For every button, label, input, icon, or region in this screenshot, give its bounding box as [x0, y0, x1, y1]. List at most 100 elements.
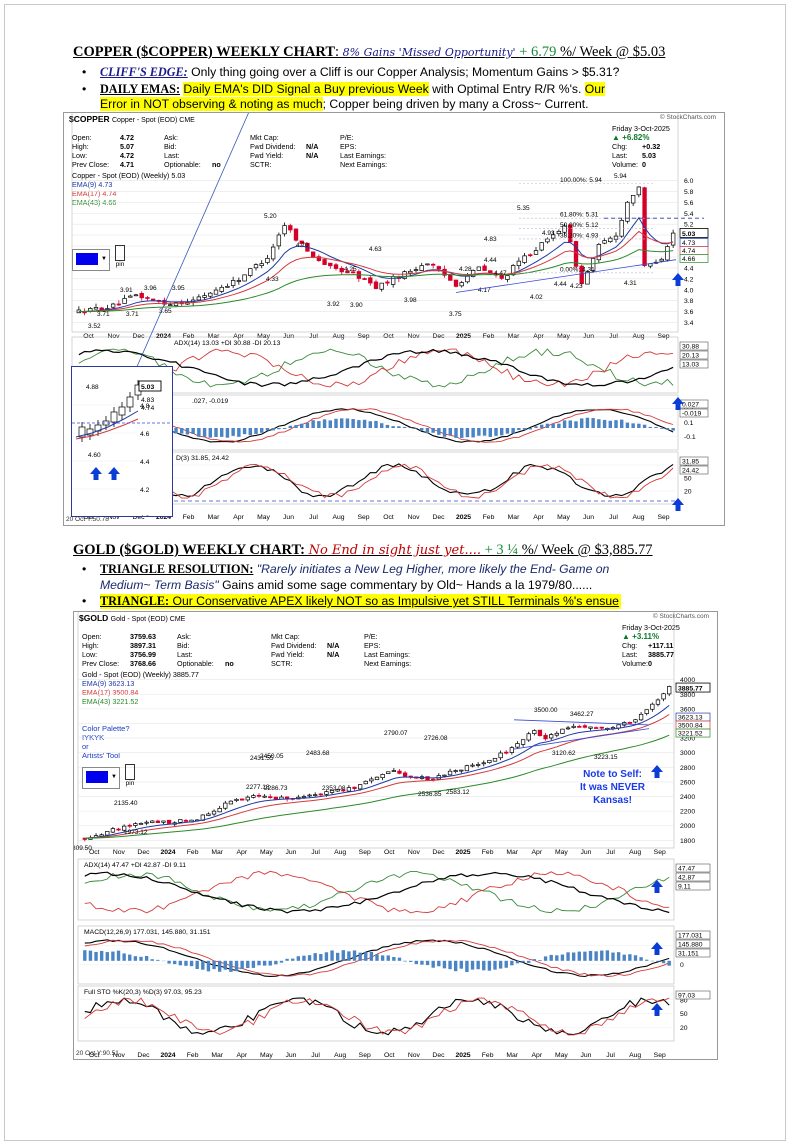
- inset-ema-tag-label: 4.74: [141, 405, 154, 412]
- inset-ema-tag-label: 4.83: [141, 397, 154, 404]
- x-axis-label-bottom: Oct: [383, 514, 394, 521]
- inset-candle-body: [118, 406, 126, 416]
- candle-body: [599, 726, 604, 729]
- macd-histogram-bar: [504, 960, 508, 968]
- macd-histogram-bar: [189, 960, 194, 967]
- macd-histogram-bar: [471, 428, 475, 438]
- candle-body: [442, 774, 447, 777]
- last-price-tag-label: 5.03: [682, 231, 695, 238]
- macd-histogram-bar: [116, 950, 121, 961]
- candle-body: [475, 764, 481, 766]
- price-annotation: 2431.55: [250, 755, 274, 762]
- x-axis-label-bottom: Feb: [483, 514, 495, 521]
- copper-quote-col2: Ask: Bid: Last: Optionable: no: [164, 133, 221, 169]
- copper-zoom-inset: 4.8 4.6 4.4 4.2 4.0 4.88 4.60 5.03 4.834.74: [71, 366, 173, 517]
- price-axis-label: 2000: [680, 823, 695, 830]
- x-axis-label-bottom: Dec: [137, 1052, 150, 1059]
- macd-histogram-bar: [555, 955, 559, 961]
- x-axis-label-bottom: Apr: [533, 514, 544, 521]
- macd-histogram-bar: [380, 955, 385, 961]
- macd-histogram-bar: [133, 956, 138, 961]
- candle-body: [116, 303, 122, 306]
- indicator-tag-label: -0.019: [682, 411, 701, 418]
- candle-body: [270, 246, 276, 260]
- price-axis-label: 4.4: [684, 265, 694, 272]
- x-axis-label-bottom: Sep: [357, 514, 369, 521]
- candle-body: [528, 254, 533, 257]
- macd-histogram-bar: [493, 960, 497, 970]
- candle-body: [636, 186, 642, 196]
- candle-body: [613, 235, 619, 240]
- candle-body: [239, 798, 245, 801]
- candle-body: [145, 297, 150, 299]
- macd-histogram-bar: [201, 960, 205, 970]
- indicator-axis-label: 0: [680, 962, 684, 969]
- indicator-panel-frame: [77, 858, 675, 921]
- candle-body: [183, 820, 189, 822]
- x-axis-label: Mar: [211, 849, 223, 856]
- macd-histogram-bar: [139, 956, 143, 961]
- macd-histogram-bar: [391, 426, 395, 428]
- x-axis-label-bottom: May: [260, 1052, 273, 1059]
- copper-color-selector[interactable]: ▼: [72, 249, 110, 271]
- candle-body: [408, 270, 413, 274]
- inset-axis-label: 4.2: [140, 487, 150, 494]
- gold-footer: 20 Oct Y:90.51: [76, 1050, 119, 1057]
- copper-symbol: $COPPER Copper - Spot (EOD) CME: [69, 114, 195, 124]
- macd-histogram-bar: [583, 951, 587, 961]
- indicator-tag: [675, 872, 711, 882]
- macd-histogram-bar: [465, 428, 470, 438]
- x-axis-label-bottom: Nov: [407, 514, 420, 521]
- candle-body: [217, 808, 222, 813]
- gold-quote-right: Friday 3-Oct-2025 ▲ +3.11% Chg: +117.11 L…: [622, 623, 680, 668]
- price-annotation: 4.93: [542, 230, 555, 237]
- macd-histogram-bar: [448, 428, 452, 436]
- macd-histogram-bar: [191, 428, 195, 435]
- macd-histogram-bar: [347, 951, 351, 961]
- macd-histogram-bar: [231, 428, 235, 436]
- macd-histogram-bar: [477, 428, 481, 436]
- candle-body: [442, 268, 447, 276]
- macd-histogram-bar: [660, 428, 664, 429]
- x-axis-label: Mar: [208, 333, 220, 340]
- macd-histogram-bar: [212, 960, 216, 970]
- candle-body: [430, 263, 436, 266]
- macd-histogram-bar: [577, 951, 581, 961]
- inset-candle-body: [110, 411, 118, 423]
- macd-histogram-bar: [470, 960, 475, 970]
- blue-up-arrow-icon: [651, 1003, 663, 1016]
- fib-level-label: 50.00%: 5.12: [560, 222, 599, 229]
- candle-body: [488, 270, 493, 274]
- indicator-line: [78, 348, 674, 387]
- indicator-tag: [675, 948, 711, 958]
- ema-line-43: [84, 734, 670, 839]
- macd-histogram-bar: [476, 960, 480, 970]
- candle-body: [481, 762, 486, 765]
- candle-body: [213, 289, 219, 295]
- inset-candle-body: [86, 428, 94, 436]
- indicator-label: Full STO %K(20,3) %D(3) 97.03, 95.23: [84, 989, 202, 996]
- price-axis-label: 3.4: [684, 320, 694, 327]
- x-axis-label: Nov: [407, 333, 420, 340]
- copper-pin-widget[interactable]: pin: [115, 245, 125, 268]
- x-axis-label: Feb: [183, 333, 195, 340]
- x-axis-label: Nov: [107, 333, 120, 340]
- macd-histogram-bar: [223, 960, 227, 970]
- gold-color-selector[interactable]: ▼: [82, 767, 120, 789]
- macd-histogram-bar: [642, 424, 647, 428]
- price-annotation: 2135.40: [114, 800, 138, 807]
- x-axis-label: Aug: [334, 849, 346, 856]
- candle-body: [539, 242, 544, 251]
- gold-pin-widget[interactable]: pin: [125, 764, 135, 787]
- candle-body: [310, 251, 316, 258]
- macd-histogram-bar: [505, 428, 510, 434]
- price-axis-label: 5.6: [684, 200, 694, 207]
- indicator-line: [84, 997, 670, 1036]
- price-annotation: 4.28: [459, 266, 472, 273]
- ema-line-17: [84, 714, 670, 839]
- x-axis-label-bottom: Sep: [359, 1052, 371, 1059]
- ema-tag-label: 3221.52: [678, 731, 703, 738]
- candle-body: [324, 791, 329, 795]
- candle-body: [230, 280, 236, 286]
- macd-histogram-bar: [425, 960, 430, 966]
